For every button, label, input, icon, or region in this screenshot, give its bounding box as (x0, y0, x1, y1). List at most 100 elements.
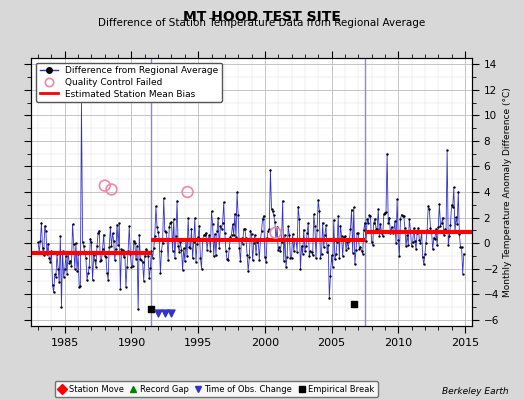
Point (242, 235, 250, 242)
Point (51, 271, 59, 278)
Point (455, 231, 464, 237)
Point (134, 306, 143, 313)
Point (454, 189, 463, 195)
Point (201, 231, 209, 238)
Point (200, 232, 208, 238)
Point (364, 220, 373, 226)
Point (95, 227, 103, 234)
Point (80, 243, 88, 250)
Point (415, 236, 423, 243)
Point (186, 245, 194, 251)
Point (209, 220, 217, 227)
Point (217, 226, 226, 232)
Point (112, 246, 120, 252)
Point (460, 250, 468, 257)
Point (388, 230, 397, 236)
Point (127, 264, 136, 270)
Point (329, 264, 337, 270)
Point (414, 225, 422, 231)
Point (117, 246, 126, 252)
Point (137, 257, 146, 264)
Point (84, 270, 92, 276)
Point (250, 232, 259, 238)
Point (91, 257, 99, 263)
Point (411, 238, 419, 244)
Point (293, 248, 301, 255)
Point (318, 251, 326, 257)
Point (290, 248, 298, 254)
Point (162, 229, 170, 236)
Point (55, 279, 63, 285)
Point (93, 243, 101, 250)
Point (271, 218, 279, 225)
Point (419, 254, 427, 260)
Point (440, 232, 448, 238)
Point (335, 255, 344, 261)
Point (56, 233, 64, 239)
Point (174, 243, 182, 249)
Point (54, 266, 62, 272)
Point (104, 276, 112, 283)
Point (300, 226, 308, 233)
Point (136, 256, 145, 263)
Point (297, 243, 305, 249)
Point (401, 224, 409, 231)
Point (144, 253, 152, 260)
Point (379, 211, 388, 218)
Point (167, 218, 176, 225)
Point (85, 264, 93, 270)
Point (247, 231, 256, 237)
Point (89, 277, 97, 283)
Point (118, 247, 127, 253)
Point (140, 253, 149, 259)
Point (304, 220, 312, 226)
Point (407, 243, 416, 249)
Point (149, 245, 158, 252)
Point (77, 97, 85, 103)
Point (96, 257, 105, 264)
Point (339, 253, 347, 259)
Point (340, 234, 348, 240)
Point (294, 203, 302, 210)
Point (365, 212, 374, 218)
Point (325, 295, 333, 301)
Point (416, 240, 424, 246)
Point (196, 254, 204, 261)
Point (347, 206, 356, 213)
Point (248, 257, 257, 263)
Point (101, 252, 109, 259)
Point (74, 251, 82, 258)
Point (43, 251, 51, 258)
Point (308, 249, 316, 255)
Point (291, 237, 299, 243)
Point (258, 216, 267, 222)
Point (102, 254, 110, 260)
Point (286, 254, 294, 261)
Point (254, 237, 263, 243)
Point (430, 234, 438, 241)
Point (163, 236, 171, 242)
Point (94, 230, 102, 236)
Point (447, 202, 456, 208)
Point (392, 240, 400, 246)
Point (107, 243, 116, 250)
Point (301, 248, 309, 254)
Point (223, 256, 231, 262)
Point (276, 248, 285, 254)
Point (129, 238, 138, 244)
Point (409, 239, 417, 245)
Point (225, 244, 234, 251)
Point (439, 214, 447, 221)
Y-axis label: Monthly Temperature Anomaly Difference (°C): Monthly Temperature Anomaly Difference (… (503, 87, 512, 297)
Point (267, 206, 276, 213)
Point (438, 220, 446, 226)
Point (319, 219, 327, 226)
Point (313, 226, 321, 233)
Point (425, 206, 433, 213)
Point (404, 242, 412, 248)
Point (432, 225, 440, 232)
Point (198, 265, 206, 272)
Point (228, 221, 237, 228)
Point (309, 252, 317, 258)
Point (70, 241, 78, 248)
